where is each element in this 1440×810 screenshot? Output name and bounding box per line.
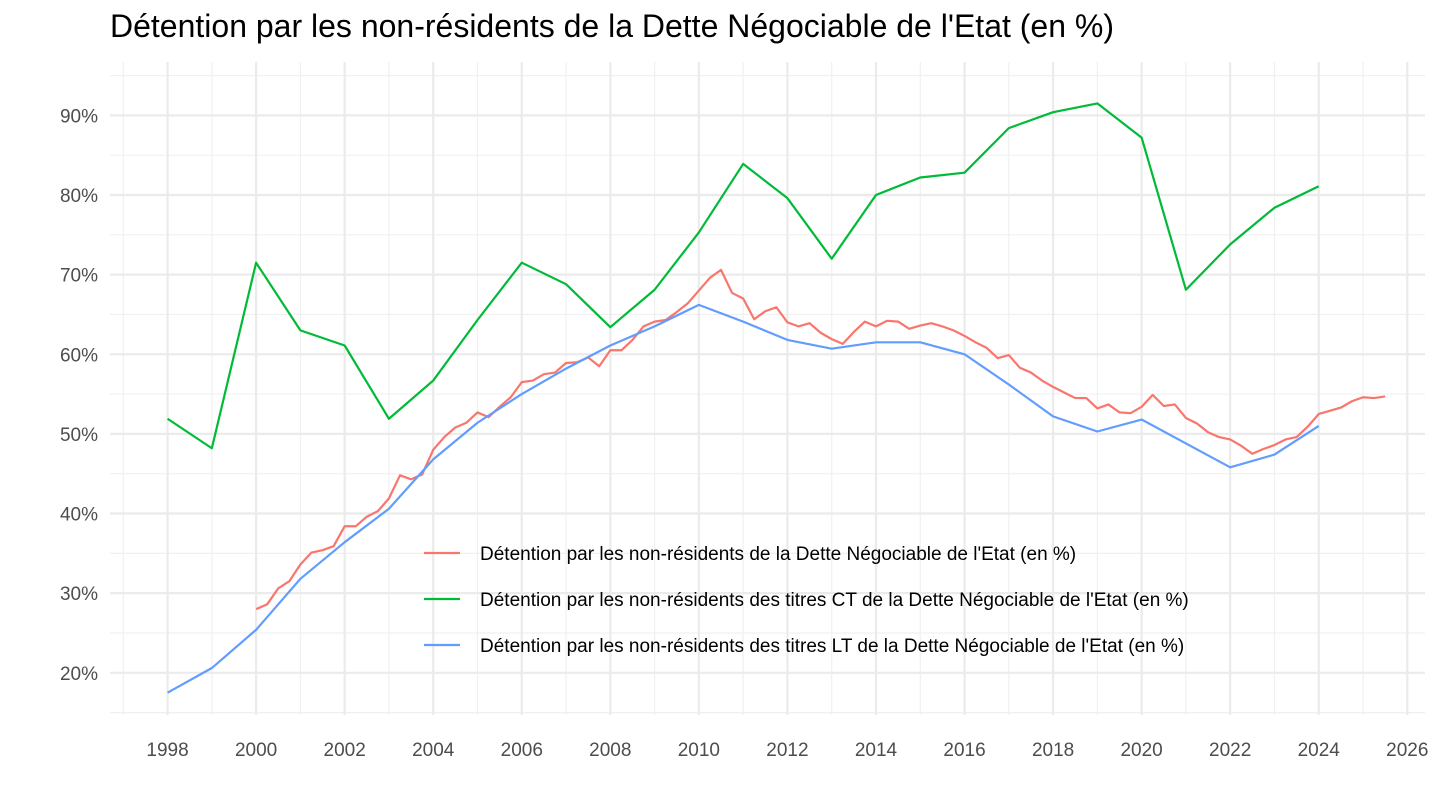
x-tick-label: 2002 — [324, 740, 366, 761]
legend-label-1: Détention par les non-résidents de la De… — [480, 544, 1076, 565]
x-tick-label: 2022 — [1209, 740, 1251, 761]
series-line-3 — [167, 303, 1320, 694]
major-gridlines — [110, 62, 1425, 715]
x-tick-label: 2024 — [1298, 740, 1341, 761]
y-tick-label: 30% — [60, 584, 98, 605]
y-tick-label: 80% — [60, 186, 98, 207]
x-tick-label: 2012 — [766, 740, 808, 761]
y-tick-label: 50% — [60, 425, 98, 446]
series-line-2 — [166, 102, 1320, 450]
y-tick-label: 40% — [60, 505, 98, 526]
x-tick-label: 2016 — [943, 740, 985, 761]
x-axis: 1998 2000 2002 2004 2006 2008 2010 2012 2014 2016… — [146, 740, 1428, 761]
y-axis: 20% 30% 40% 50% 60% 70% 80% 90% — [60, 106, 98, 684]
y-tick-label: 90% — [60, 106, 98, 127]
x-tick-label: 2014 — [855, 740, 898, 761]
legend: Détention par les non-résidents de la De… — [424, 544, 1189, 657]
x-tick-label: 2006 — [501, 740, 543, 761]
x-tick-label: 2026 — [1386, 740, 1428, 761]
y-tick-label: 20% — [60, 664, 98, 685]
x-tick-label: 1998 — [146, 740, 188, 761]
x-tick-label: 2008 — [589, 740, 631, 761]
legend-label-3: Détention par les non-résidents des titr… — [480, 636, 1184, 657]
x-tick-label: 2020 — [1120, 740, 1162, 761]
x-tick-label: 2018 — [1032, 740, 1074, 761]
x-tick-label: 2010 — [678, 740, 720, 761]
x-tick-label: 2000 — [235, 740, 277, 761]
series-line-1 — [255, 268, 1386, 611]
legend-label-2: Détention par les non-résidents des titr… — [480, 590, 1189, 611]
chart-title: Détention par les non-résidents de la De… — [110, 8, 1115, 44]
x-tick-label: 2004 — [412, 740, 455, 761]
series-lines — [166, 102, 1386, 694]
minor-gridlines — [110, 62, 1425, 715]
y-tick-label: 60% — [60, 345, 98, 366]
y-tick-label: 70% — [60, 266, 98, 287]
